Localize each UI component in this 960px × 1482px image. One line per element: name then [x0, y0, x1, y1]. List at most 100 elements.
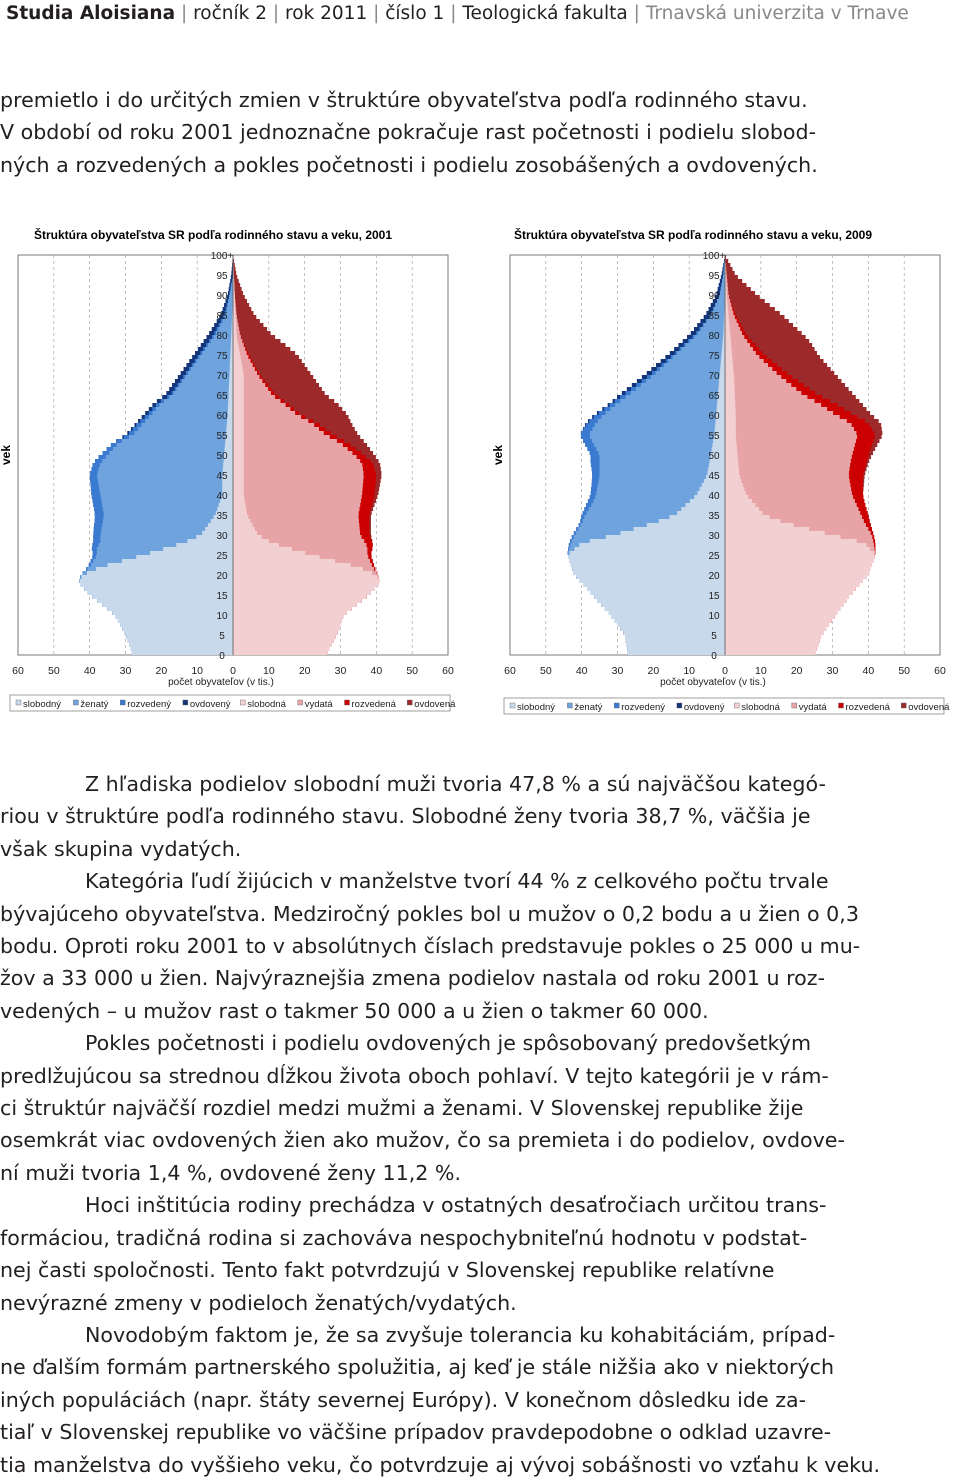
chart-2009: Štruktúra obyvateľstva SR podľa rodinnéh… — [482, 220, 952, 724]
y-tick-label: 100+ — [703, 251, 726, 262]
legend-swatch — [791, 702, 797, 709]
y-tick-label: 85 — [216, 311, 228, 322]
legend-swatch — [344, 699, 350, 706]
legend-swatch — [676, 702, 683, 709]
x-tick-label: 10 — [263, 665, 275, 677]
y-tick-label: 65 — [708, 391, 720, 402]
y-tick-label: 40 — [216, 491, 228, 502]
header-year: rok 2011 — [285, 3, 368, 24]
y-tick-label: 0 — [219, 651, 225, 662]
chart-title: Štruktúra obyvateľstva SR podľa rodinnéh… — [514, 228, 873, 242]
text-line: osemkrát viac ovdovených žien ako mužov,… — [0, 1128, 845, 1153]
text-line: Kategória ľudí žijúcich v manželstve tvo… — [85, 869, 829, 894]
legend-label: rozvedený — [621, 702, 665, 713]
text-line: formáciou, tradičná rodina si zachováva … — [0, 1225, 808, 1250]
paragraph-4: Hoci inštitúcia rodiny prechádza v ostat… — [0, 1189, 958, 1319]
x-tick-label: 10 — [683, 665, 695, 677]
x-tick-label: 20 — [155, 665, 167, 677]
legend-box — [9, 694, 451, 712]
y-tick-label: 80 — [708, 331, 720, 342]
text-line: bývajúceho obyvateľstva. Medziročný pokl… — [0, 901, 859, 926]
text-line: Pokles početnosti i podielu ovdovených j… — [85, 1031, 811, 1056]
y-tick-label: 50 — [216, 451, 228, 462]
y-tick-label: 90 — [216, 291, 228, 302]
y-tick-label: 5 — [711, 631, 717, 642]
x-tick-label: 20 — [791, 665, 803, 677]
text-line: nej časti spoločnosti. Tento fakt potvrd… — [0, 1258, 775, 1283]
legend-swatch — [838, 702, 844, 709]
y-tick-label: 65 — [216, 391, 228, 402]
legend-swatch — [119, 699, 126, 706]
y-tick-label: 60 — [216, 411, 228, 422]
header-faculty: Teologická fakulta — [462, 3, 628, 24]
y-tick-label: 70 — [216, 371, 228, 382]
x-axis-label: počet obyvateľov (v tis.) — [168, 677, 274, 688]
legend-swatch — [613, 702, 620, 709]
y-tick-label: 60 — [708, 411, 720, 422]
header-university: Trnavská univerzita v Trnave — [645, 3, 909, 24]
y-tick-label: 95 — [708, 271, 720, 282]
text-line: iných populáciách (napr. štáty severnej … — [0, 1387, 807, 1412]
y-tick-label: 35 — [216, 511, 228, 522]
y-tick-label: 20 — [216, 571, 228, 582]
legend-label: slobodná — [247, 699, 286, 710]
y-axis-label: vek — [491, 445, 505, 465]
text-line: ných a rozvedených a pokles početnosti i… — [0, 152, 818, 177]
x-tick-label: 30 — [827, 665, 839, 677]
legend-swatch — [182, 699, 189, 706]
legend-swatch — [407, 699, 413, 706]
x-tick-label: 20 — [647, 665, 659, 677]
y-tick-label: 85 — [708, 311, 720, 322]
text-line: žov a 33 000 u žien. Najvýraznejšia zmen… — [0, 966, 825, 991]
legend-label: rozvedená — [846, 702, 891, 713]
text-line: nevýrazné zmeny v podieloch ženatých/vyd… — [0, 1290, 517, 1315]
header-issue: číslo 1 — [385, 3, 445, 24]
y-tick-label: 20 — [708, 571, 720, 582]
x-tick-label: 10 — [191, 665, 203, 677]
legend-label: vydatá — [799, 702, 828, 713]
legend-swatch — [73, 699, 79, 706]
y-tick-label: 15 — [708, 591, 720, 602]
y-tick-label: 55 — [708, 431, 720, 442]
text-line: tiaľ v Slovenskej republike vo väčšine p… — [0, 1420, 832, 1445]
y-tick-label: 45 — [708, 471, 720, 482]
legend-box — [503, 697, 945, 715]
y-tick-label: 10 — [708, 611, 720, 622]
series-female_single — [725, 251, 875, 655]
legend-swatch — [509, 702, 516, 709]
paragraph-2: Kategória ľudí žijúcich v manželstve tvo… — [0, 865, 958, 1027]
y-tick-label: 45 — [216, 471, 228, 482]
paragraph-5: Novodobým faktom je, že sa zvyšuje toler… — [0, 1319, 958, 1481]
legend-label: rozvedená — [352, 699, 397, 710]
y-tick-label: 0 — [711, 651, 717, 662]
journal-name: Studia Aloisiana — [6, 3, 176, 24]
chart-title: Štruktúra obyvateľstva SR podľa rodinnéh… — [34, 228, 393, 242]
text-line: premietlo i do určitých zmien v štruktúr… — [0, 88, 808, 112]
text-line: ci štruktúr najväčší rozdiel medzi mužmi… — [0, 1096, 804, 1121]
x-tick-label: 10 — [755, 665, 767, 677]
series-male_single — [79, 251, 233, 655]
x-axis-label: počet obyvateľov (v tis.) — [660, 677, 766, 688]
body-text: Z hľadiska podielov slobodní muži tvoria… — [0, 768, 958, 1481]
x-tick-label: 30 — [335, 665, 347, 677]
text-line: ne ďalším formám partnerského spolužitia… — [0, 1355, 835, 1380]
x-tick-label: 30 — [120, 665, 132, 677]
y-tick-label: 75 — [708, 351, 720, 362]
series-male_single — [568, 251, 725, 655]
x-tick-label: 40 — [862, 665, 874, 677]
x-tick-label: 0 — [230, 665, 236, 677]
legend-label: ovdovený — [190, 699, 231, 710]
x-tick-label: 50 — [48, 665, 60, 677]
y-tick-label: 100+ — [211, 251, 234, 262]
legend: slobodný ženatý rozvedený ovdovený slobodná v… — [503, 697, 950, 715]
x-tick-label: 60 — [442, 665, 454, 677]
x-tick-label: 0 — [722, 665, 728, 677]
legend-label: ženatý — [80, 699, 108, 710]
chart-2001: Štruktúra obyvateľstva SR podľa rodinnéh… — [0, 220, 470, 724]
y-tick-label: 15 — [216, 591, 228, 602]
y-tick-label: 5 — [219, 631, 225, 642]
x-tick-label: 20 — [299, 665, 311, 677]
text-line: tia manželstva do vyššieho veku, čo potv… — [0, 1452, 881, 1477]
legend-label: vydatá — [305, 699, 334, 710]
paragraph-1: Z hľadiska podielov slobodní muži tvoria… — [0, 768, 958, 865]
